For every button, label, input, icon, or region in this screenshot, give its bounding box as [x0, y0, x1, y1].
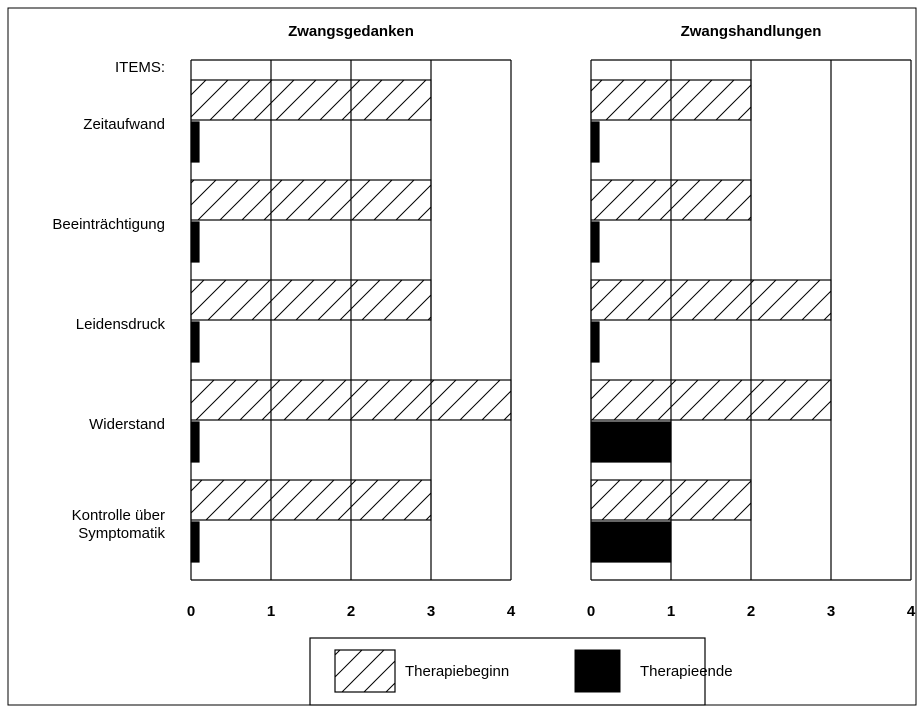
legend-label: Therapieende [640, 663, 733, 680]
panel-title: Zwangsgedanken [288, 23, 414, 40]
x-tick-label: 2 [747, 603, 755, 620]
bar [190, 521, 200, 563]
bar [190, 279, 432, 321]
legend-label: Therapiebeginn [405, 663, 509, 680]
bar [590, 221, 600, 263]
x-tick-label: 4 [907, 603, 916, 620]
panel-title: Zwangshandlungen [681, 23, 822, 40]
x-tick-label: 2 [347, 603, 355, 620]
x-tick-label: 4 [507, 603, 516, 620]
bar [190, 321, 200, 363]
bar [590, 179, 752, 221]
category-label: Widerstand [89, 416, 165, 433]
category-label: Kontrolle über Symptomatik [71, 507, 165, 542]
x-tick-label: 3 [827, 603, 835, 620]
bar [590, 79, 752, 121]
x-tick-label: 1 [267, 603, 275, 620]
bar [590, 421, 672, 463]
bar [190, 479, 432, 521]
bar [190, 421, 200, 463]
category-label: Leidensdruck [75, 316, 165, 333]
bar [590, 321, 600, 363]
bar [590, 379, 832, 421]
bar [190, 121, 200, 163]
bar [190, 221, 200, 263]
category-label: Beeinträchtigung [52, 216, 165, 233]
frame [7, 7, 917, 706]
legend-swatch [334, 649, 396, 693]
bar [190, 79, 432, 121]
bar [590, 279, 832, 321]
x-tick-label: 1 [667, 603, 675, 620]
bar [190, 179, 432, 221]
bar [190, 379, 512, 421]
category-label: Zeitaufwand [83, 116, 165, 133]
bar [590, 121, 600, 163]
legend-swatch [574, 649, 621, 693]
items-label: ITEMS: [114, 59, 165, 76]
bar [590, 521, 672, 563]
x-tick-label: 0 [187, 603, 195, 620]
x-tick-label: 0 [587, 603, 595, 620]
bar [590, 479, 752, 521]
x-tick-label: 3 [427, 603, 435, 620]
